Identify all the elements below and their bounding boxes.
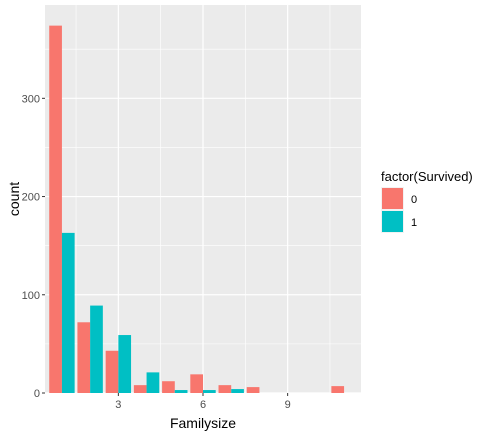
- y-tick-label: 200: [22, 192, 40, 204]
- y-axis-title: count: [6, 182, 22, 216]
- bar-survived-0: [133, 385, 147, 393]
- x-tick-label: 6: [200, 399, 206, 411]
- x-axis-title: Familysize: [170, 415, 236, 431]
- y-tick-label: 300: [22, 93, 40, 105]
- bar-survived-1: [146, 372, 160, 393]
- bar-survived-0: [331, 386, 345, 393]
- bar-survived-0: [246, 387, 260, 393]
- x-tick-label: 9: [285, 399, 291, 411]
- legend: factor(Survived) 0 1: [381, 169, 473, 233]
- bar-survived-0: [190, 374, 203, 393]
- bar-survived-0: [105, 350, 119, 393]
- bar-survived-1: [203, 390, 216, 393]
- legend-label-1: 1: [411, 217, 417, 229]
- x-axis: 3 6 9: [115, 393, 291, 411]
- legend-key-0: [382, 188, 403, 209]
- bars: [49, 25, 345, 394]
- legend-title: factor(Survived): [381, 169, 473, 184]
- y-tick-label: 0: [34, 388, 40, 400]
- x-tick-label: 3: [115, 399, 121, 411]
- bar-survived-1: [90, 305, 103, 393]
- bar-survived-1: [231, 389, 244, 393]
- y-tick-label: 100: [22, 290, 40, 302]
- y-axis: 0 100 200 300: [22, 93, 45, 400]
- bar-survived-1: [174, 390, 188, 393]
- bar-survived-0: [77, 322, 91, 393]
- bar-survived-1: [118, 335, 132, 393]
- legend-key-1: [382, 211, 403, 232]
- grid-major: [45, 5, 361, 394]
- legend-label-0: 0: [411, 194, 417, 206]
- bar-survived-0: [49, 25, 62, 394]
- bar-survived-0: [162, 381, 175, 393]
- bar-survived-1: [61, 232, 75, 393]
- bar-survived-0: [218, 385, 232, 393]
